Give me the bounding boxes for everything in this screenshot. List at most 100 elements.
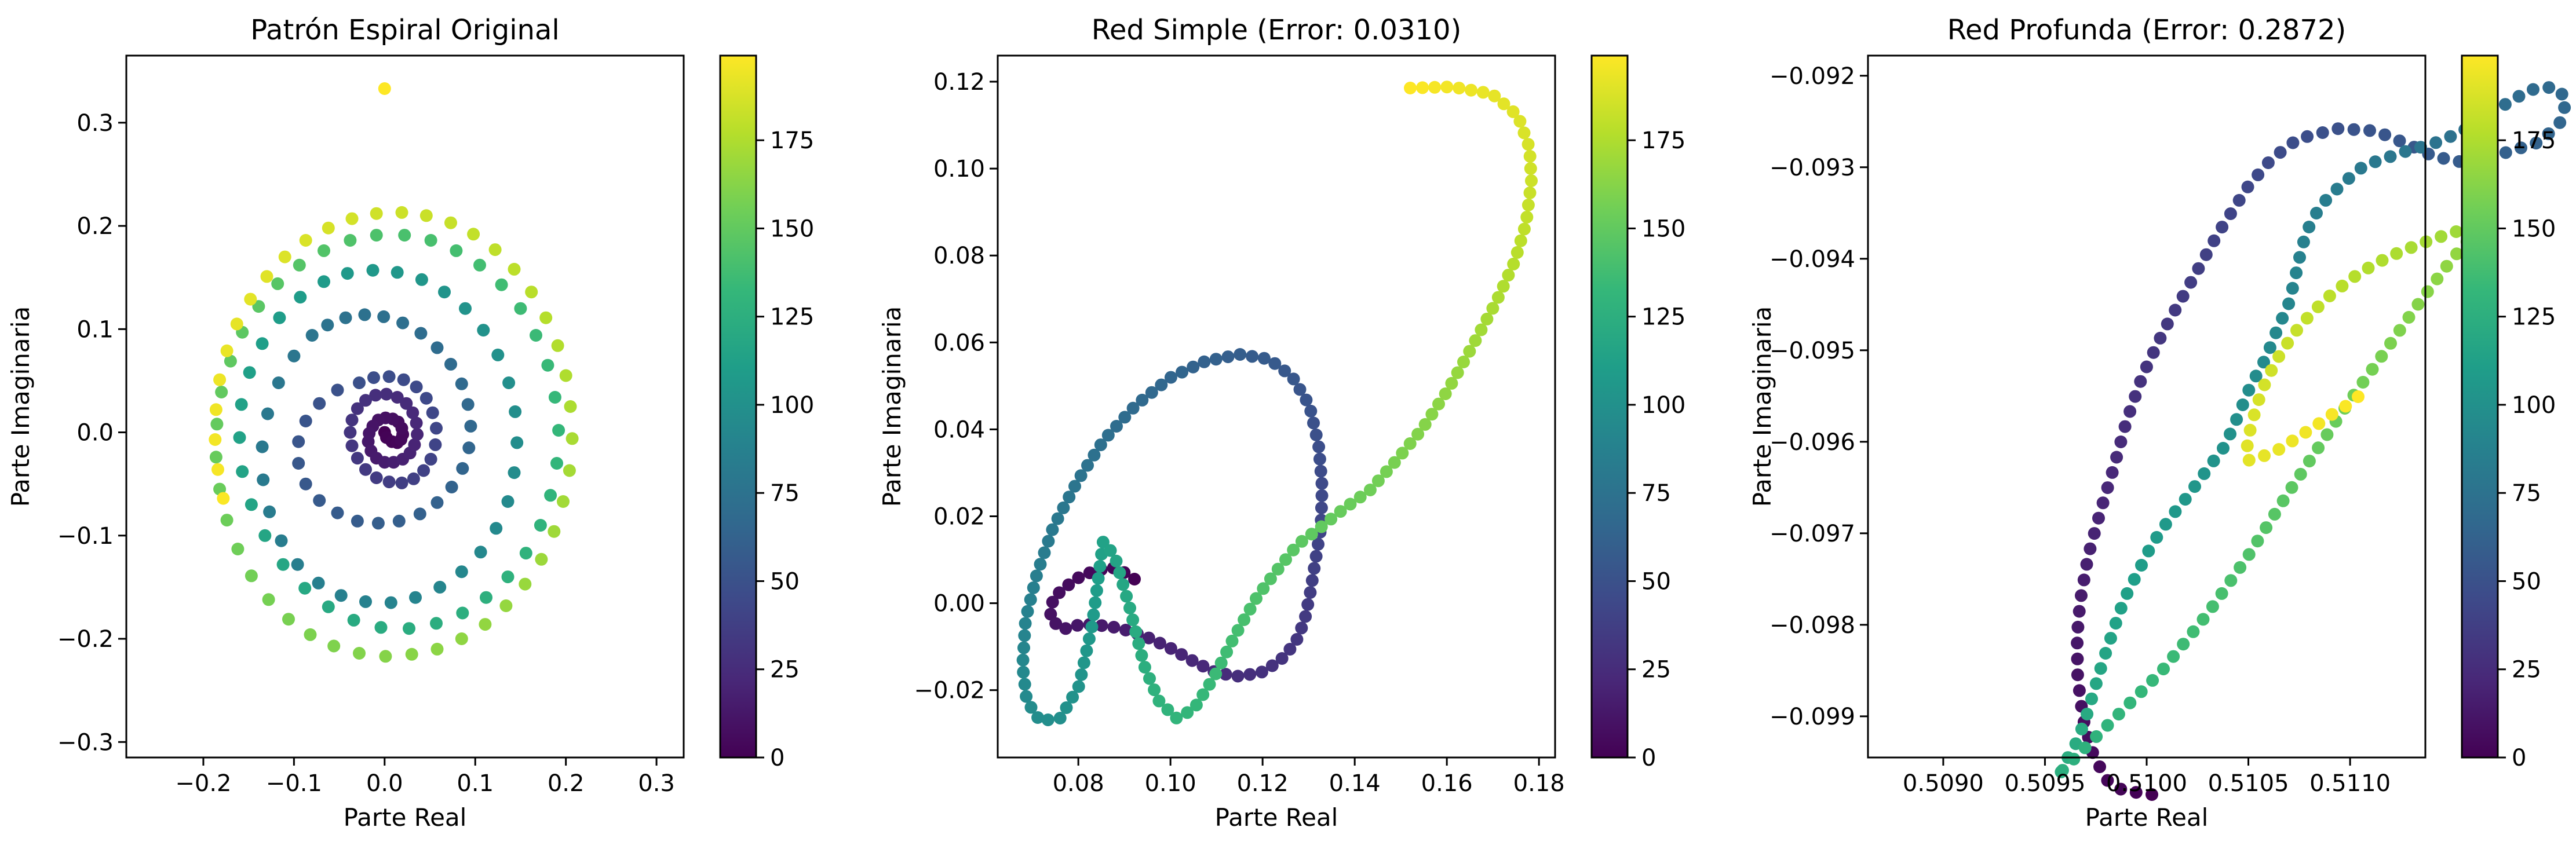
colorbar-frame (2461, 54, 2499, 759)
data-point (2199, 248, 2213, 261)
x-tick-label: 0.1 (457, 770, 494, 797)
data-point (235, 398, 248, 411)
data-point (2319, 193, 2333, 207)
data-point (359, 463, 372, 476)
data-point (1060, 701, 1073, 714)
data-point (400, 397, 413, 410)
data-point (1126, 613, 1140, 627)
y-tick-label: 0.3 (76, 110, 114, 137)
data-point (2527, 83, 2539, 96)
data-point (2106, 466, 2119, 479)
data-point (1153, 636, 1166, 650)
data-point (419, 209, 433, 222)
data-point (1257, 352, 1271, 365)
data-point (236, 465, 249, 478)
data-point (256, 337, 269, 350)
data-point (1113, 566, 1126, 579)
y-tick-label: −0.098 (1769, 612, 1855, 639)
data-point (2393, 134, 2406, 148)
data-point (2247, 408, 2261, 422)
data-point (1507, 257, 1520, 270)
data-point (1432, 397, 1445, 411)
colorbar: 0 25 50 75 100 125 150 175 (719, 54, 814, 771)
data-point (539, 311, 553, 324)
data-point (1257, 582, 1270, 595)
data-point (244, 292, 257, 306)
data-point (1185, 654, 1199, 667)
data-point (1502, 269, 1515, 282)
data-point (2312, 441, 2325, 455)
data-point (2384, 150, 2397, 163)
y-tick-label: 0.08 (933, 243, 985, 269)
data-point (1290, 633, 1304, 646)
data-point (1304, 586, 1317, 599)
data-point (2234, 561, 2247, 574)
data-point (564, 400, 577, 413)
data-point (2157, 663, 2170, 676)
data-point (2099, 647, 2112, 660)
data-point (1126, 401, 1140, 415)
data-point (474, 546, 487, 559)
colorbar-gradient (2462, 56, 2498, 757)
x-axis-label: Parte Real (1215, 803, 1338, 832)
data-point (2498, 98, 2512, 111)
colorbar-tick-label: 50 (770, 568, 800, 595)
colorbar-tick-label: 150 (770, 215, 814, 242)
data-point (2146, 674, 2159, 687)
data-point (1497, 97, 1510, 111)
panel-title: Red Profunda (Error: 0.2872) (1947, 14, 2346, 46)
data-point (1148, 683, 1161, 697)
data-point (1123, 601, 1136, 614)
data-point (258, 529, 272, 542)
data-point (2297, 235, 2310, 248)
data-point (455, 377, 468, 390)
data-point (1074, 469, 1088, 482)
data-point (2101, 719, 2114, 732)
data-point (2075, 722, 2088, 735)
x-tick-label: −0.1 (266, 770, 322, 797)
y-tick-label: 0.1 (76, 316, 114, 343)
data-point (410, 416, 423, 430)
data-point (1271, 562, 1285, 576)
red-simple-panel: Red Simple (Error: 0.0310) Parte Real Pa… (878, 14, 1685, 832)
data-point (334, 589, 348, 602)
data-point (1403, 437, 1417, 450)
colorbar-gradient (720, 56, 756, 757)
data-point (1096, 536, 1110, 549)
data-point (359, 394, 372, 407)
data-point (1221, 350, 1235, 364)
data-point (2555, 87, 2568, 101)
data-point (292, 457, 305, 470)
data-point (1497, 280, 1510, 293)
data-point (1388, 456, 1401, 469)
data-point (370, 207, 383, 220)
data-point (287, 349, 301, 363)
colorbar-tick-label: 125 (1641, 304, 1685, 331)
data-point (1440, 80, 1454, 94)
data-point (2232, 193, 2246, 207)
data-point (1416, 81, 1429, 94)
data-point (1314, 464, 1327, 478)
y-tick-label: −0.2 (57, 626, 114, 653)
data-point (1264, 572, 1277, 585)
data-point (1030, 569, 1043, 583)
data-point (1175, 648, 1188, 661)
data-point (213, 373, 227, 386)
data-point (2375, 350, 2388, 363)
data-point (2243, 423, 2257, 437)
data-point (1523, 186, 1537, 199)
data-point (2179, 493, 2192, 506)
data-point (1418, 418, 1432, 431)
data-point (2177, 638, 2190, 651)
data-point (1161, 703, 1174, 716)
data-point (305, 329, 319, 342)
data-point (366, 264, 380, 277)
data-point (1476, 86, 1490, 99)
data-point (1203, 678, 1216, 691)
colorbar-tick-label: 0 (2512, 745, 2526, 771)
data-point (2369, 155, 2382, 169)
data-point (2241, 439, 2254, 452)
data-point (1071, 619, 1084, 632)
data-point (2056, 764, 2069, 777)
data-point (2088, 527, 2101, 540)
